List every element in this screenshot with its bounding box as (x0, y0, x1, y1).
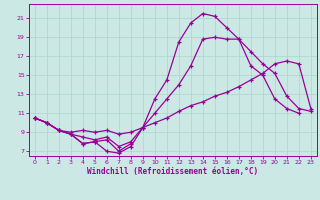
X-axis label: Windchill (Refroidissement éolien,°C): Windchill (Refroidissement éolien,°C) (87, 167, 258, 176)
